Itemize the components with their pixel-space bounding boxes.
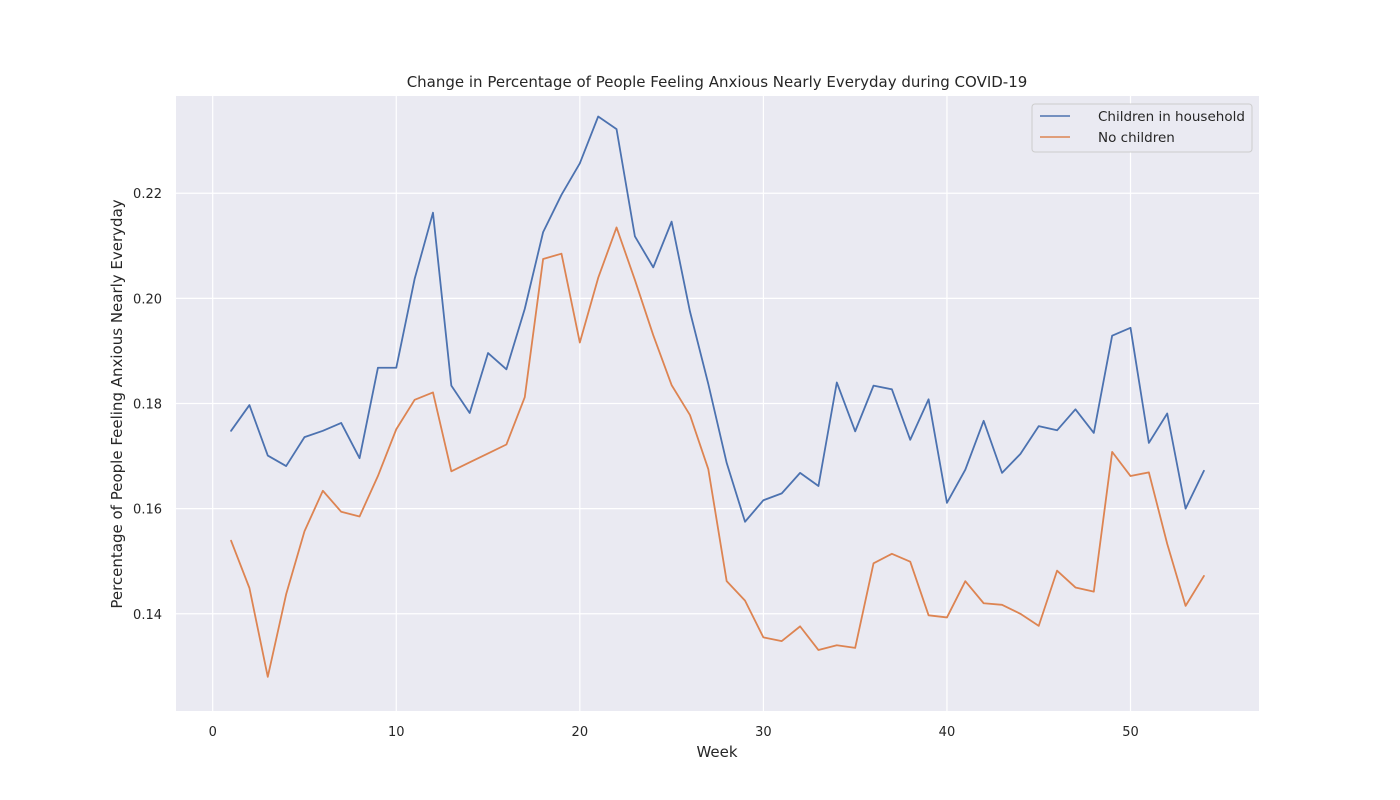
y-tick-labels: 0.14 0.16 0.18 0.20 0.22 — [133, 187, 162, 623]
legend-label-children: Children in household — [1098, 109, 1245, 125]
x-tick-labels: 0 10 20 30 40 50 — [209, 725, 1139, 740]
legend: Children in household No children — [1031, 103, 1253, 153]
legend-box — [1031, 103, 1253, 153]
y-tick-label: 0.22 — [133, 187, 162, 202]
chart-title: Change in Percentage of People Feeling A… — [407, 73, 1028, 91]
grid-lines — [176, 96, 1259, 711]
series-line-children-in-household — [230, 115, 1205, 523]
x-axis-label: Week — [696, 743, 737, 761]
y-tick-label: 0.18 — [133, 398, 162, 413]
x-tick-label: 10 — [388, 725, 405, 740]
series-line-no-children — [230, 226, 1205, 678]
x-tick-label: 50 — [1122, 725, 1139, 740]
series-lines — [230, 115, 1205, 678]
x-tick-label: 20 — [572, 725, 589, 740]
x-tick-label: 40 — [939, 725, 956, 740]
y-tick-label: 0.14 — [133, 608, 162, 623]
y-tick-label: 0.16 — [133, 503, 162, 518]
y-axis-label: Percentage of People Feeling Anxious Nea… — [108, 199, 126, 608]
y-tick-label: 0.20 — [133, 292, 162, 307]
x-tick-label: 0 — [209, 725, 217, 740]
legend-label-no-children: No children — [1098, 130, 1175, 146]
x-tick-label: 30 — [755, 725, 772, 740]
